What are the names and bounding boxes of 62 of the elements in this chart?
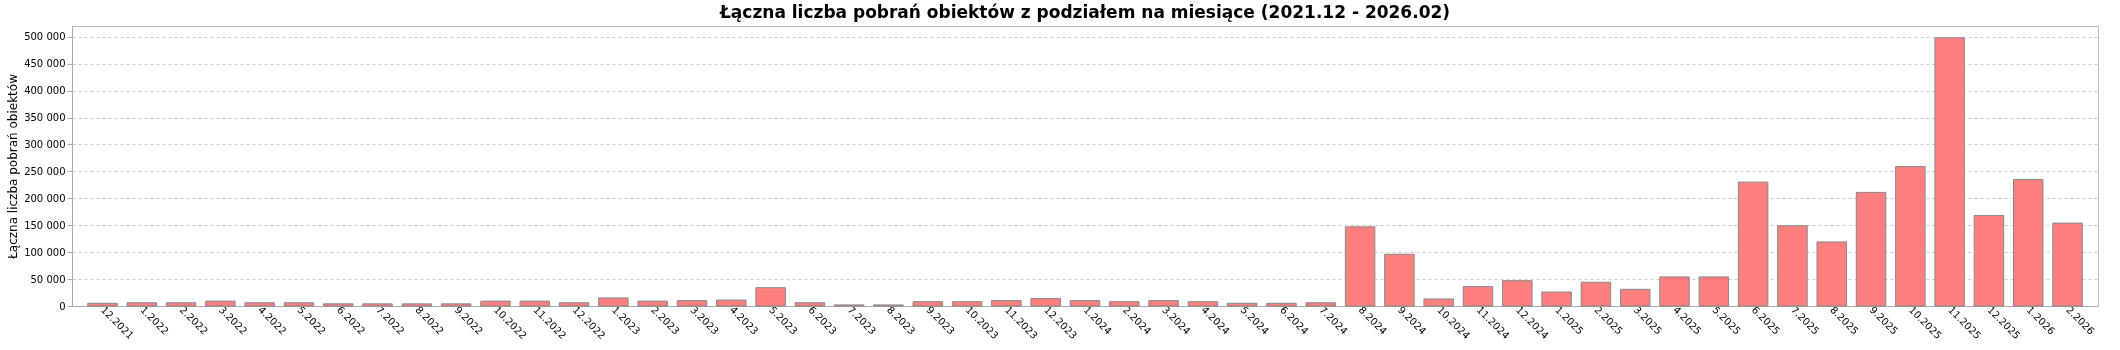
bar bbox=[1580, 281, 1612, 307]
bar bbox=[637, 300, 668, 307]
bar bbox=[165, 302, 197, 307]
bar bbox=[1423, 298, 1454, 307]
bar bbox=[1698, 276, 1730, 307]
bar bbox=[323, 303, 354, 307]
bar bbox=[598, 297, 629, 307]
bar bbox=[1541, 291, 1572, 307]
bar bbox=[1816, 241, 1847, 307]
bar bbox=[1934, 37, 1965, 307]
y-tick-label: 450 000 bbox=[24, 58, 66, 70]
y-tick-label: 0 bbox=[59, 300, 66, 312]
bar bbox=[716, 299, 747, 307]
bar bbox=[1384, 253, 1415, 307]
bar bbox=[1109, 301, 1140, 307]
bar bbox=[951, 301, 983, 307]
bar bbox=[1619, 288, 1651, 307]
bar bbox=[519, 300, 551, 307]
y-tick-label: 350 000 bbox=[24, 112, 66, 124]
y-tick-label: 100 000 bbox=[24, 246, 66, 258]
chart-title: Łączna liczba pobrań obiektów z podziałem na miesiące (2021.12 - 2026.02) bbox=[718, 2, 1451, 22]
bar bbox=[1659, 276, 1690, 307]
bar bbox=[205, 300, 236, 307]
bar bbox=[1855, 191, 1887, 307]
y-tick-label: 400 000 bbox=[24, 85, 66, 97]
bar bbox=[991, 300, 1022, 307]
bar bbox=[244, 302, 275, 307]
bar bbox=[87, 302, 118, 307]
bar bbox=[1266, 302, 1297, 307]
bar bbox=[755, 287, 786, 307]
bar bbox=[1502, 280, 1533, 307]
bar bbox=[1148, 300, 1179, 307]
y-tick-label: 200 000 bbox=[24, 192, 66, 204]
bar bbox=[912, 301, 944, 307]
bar bbox=[362, 303, 393, 307]
y-tick-label: 250 000 bbox=[24, 165, 66, 177]
bar bbox=[1973, 215, 2005, 307]
bar bbox=[1344, 226, 1376, 307]
bar bbox=[126, 302, 157, 307]
y-axis-title: Łączna liczba pobrań obiektów bbox=[6, 73, 21, 260]
bar bbox=[283, 302, 315, 307]
bar bbox=[440, 303, 472, 307]
bar bbox=[2052, 222, 2083, 307]
bar bbox=[2013, 178, 2044, 307]
bar bbox=[676, 300, 708, 307]
bar bbox=[1030, 297, 1061, 307]
bar bbox=[1462, 286, 1494, 307]
y-tick-label: 150 000 bbox=[24, 219, 66, 231]
y-tick-label: 500 000 bbox=[24, 31, 66, 43]
bar bbox=[1226, 302, 1258, 307]
bar bbox=[480, 300, 511, 307]
bar bbox=[1187, 301, 1219, 307]
y-tick-label: 300 000 bbox=[24, 138, 66, 150]
bar bbox=[1895, 166, 1926, 307]
bar bbox=[1737, 181, 1769, 307]
bar bbox=[401, 303, 433, 307]
bar bbox=[558, 302, 590, 307]
bar bbox=[1777, 225, 1808, 307]
bar bbox=[794, 302, 826, 307]
bar bbox=[1305, 302, 1337, 307]
bar bbox=[1069, 300, 1101, 307]
y-tick-label: 50 000 bbox=[30, 273, 66, 285]
